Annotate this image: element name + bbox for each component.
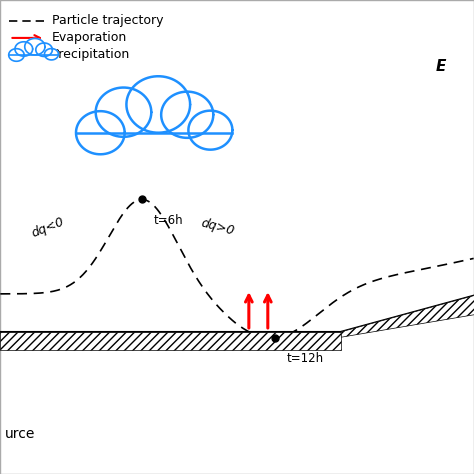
Text: Particle trajectory: Particle trajectory [52,14,164,27]
Text: Evaporation: Evaporation [52,31,128,45]
Polygon shape [341,289,474,337]
Text: Precipitation: Precipitation [52,48,130,62]
Text: dq<0: dq<0 [29,215,66,240]
Polygon shape [76,111,125,154]
Polygon shape [25,38,45,55]
Polygon shape [45,48,58,60]
Text: dq>0: dq>0 [200,217,236,238]
Polygon shape [96,88,151,137]
Polygon shape [161,91,213,138]
Polygon shape [36,43,52,56]
Polygon shape [15,42,33,56]
Text: t=12h: t=12h [287,352,324,365]
Polygon shape [9,49,24,61]
Text: E: E [436,59,446,74]
Text: t=6h: t=6h [154,214,184,227]
Polygon shape [188,110,232,150]
Polygon shape [0,332,341,350]
Text: urce: urce [5,427,35,441]
Polygon shape [127,76,190,133]
